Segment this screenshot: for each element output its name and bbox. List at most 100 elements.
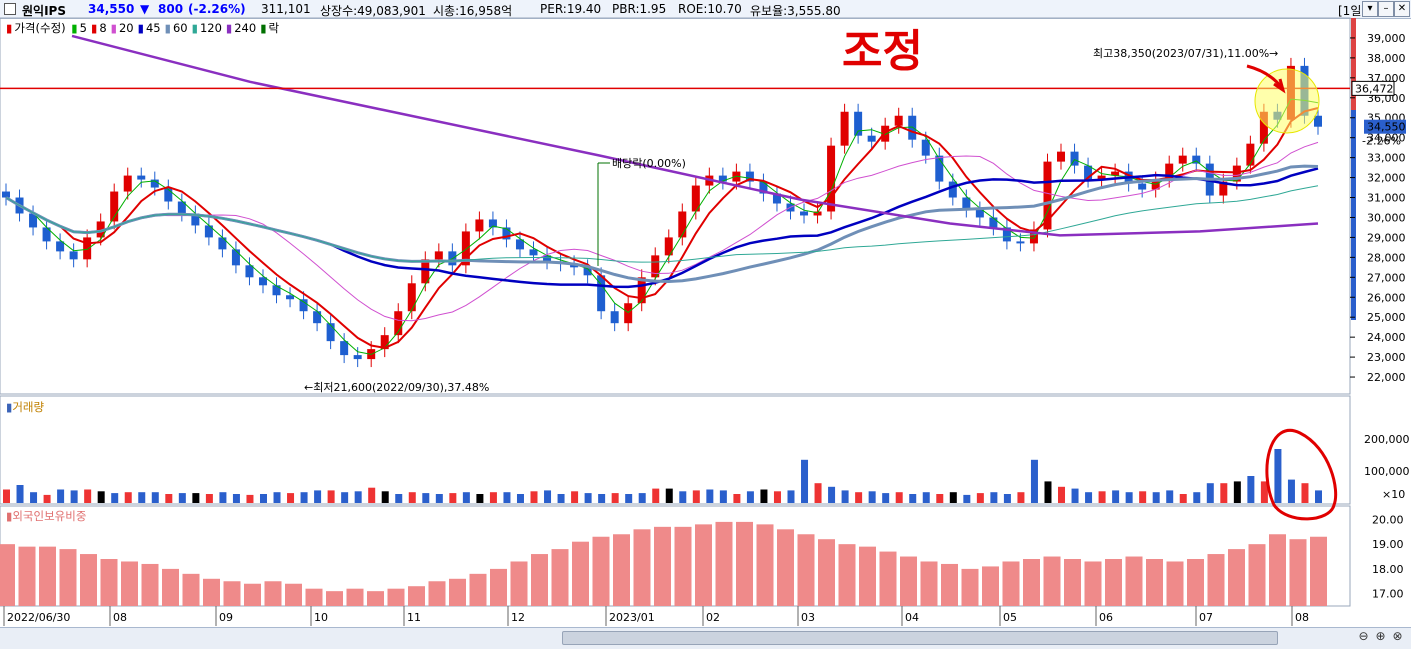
candle: [96, 221, 105, 238]
volume-bar: [1193, 492, 1201, 503]
candle: [258, 277, 267, 286]
volume-bar: [692, 490, 700, 503]
last-change-label: -2.26%: [1362, 135, 1401, 148]
candle: [678, 211, 687, 238]
foreign-ratio-bar: [797, 534, 815, 606]
foreign-ratio-bar: [1105, 559, 1122, 606]
volume-bar: [381, 491, 389, 503]
foreign-ratio-bar: [203, 578, 220, 606]
minimize-button[interactable]: –: [1378, 1, 1394, 17]
candle: [407, 283, 416, 312]
foreign-ratio-bar: [654, 526, 671, 606]
candle: [326, 323, 335, 342]
candle: [421, 259, 430, 284]
foreign-ratio-bar: [1146, 559, 1163, 606]
y-tick-label: 30,000: [1367, 211, 1406, 224]
candle: [908, 115, 917, 140]
candle: [434, 251, 443, 260]
volume-bar: [314, 490, 322, 503]
candle: [989, 217, 998, 228]
x-tick-label: 05: [1003, 611, 1017, 624]
volume-bar: [895, 492, 903, 503]
candle: [380, 335, 389, 350]
foreign-ratio-bar: [900, 556, 917, 606]
foreign-ratio-bar: [162, 568, 179, 606]
market-cap: 시총:16,958억: [433, 4, 513, 18]
volume-bar: [584, 493, 592, 503]
volume-bar: [449, 493, 457, 503]
roe-value: ROE:10.70: [678, 2, 742, 16]
candle: [123, 175, 132, 192]
volume-bar: [205, 494, 213, 503]
dropdown-button[interactable]: ▾: [1362, 1, 1378, 17]
handwritten-circle: [1265, 429, 1338, 521]
legend-item-7: ▮ 락: [260, 21, 280, 35]
zoom-in-icon[interactable]: ⊕: [1375, 629, 1386, 643]
foreign-ratio-bar: [1064, 559, 1081, 606]
zoom-out-icon[interactable]: ⊖: [1358, 629, 1369, 643]
volume-bar: [97, 491, 105, 503]
foreign-ratio-bar: [1269, 534, 1286, 606]
foreign-ratio-bar: [838, 544, 856, 606]
foreign-ratio-bar: [39, 546, 56, 606]
price-change-pct: (-2.26%): [188, 2, 246, 16]
candle: [1097, 175, 1106, 180]
legend-item-6: ▮ 240: [225, 21, 257, 35]
y-tick-label: 28,000: [1367, 251, 1406, 264]
price-pane-frame: [0, 17, 1351, 395]
volume-bar: [841, 490, 849, 503]
candle: [867, 135, 876, 142]
foreign-ratio-bar: [387, 588, 405, 606]
horizontal-scrollbar[interactable]: [562, 631, 1278, 645]
candle: [1246, 143, 1255, 166]
candle: [245, 265, 254, 278]
volume-bar: [138, 492, 146, 503]
foreign-ratio-bar: [1023, 559, 1040, 606]
candle: [83, 237, 92, 260]
foreign-ratio-bar: [121, 561, 138, 606]
foreign-ratio-bar: [469, 573, 487, 606]
low-annotation: ←최저21,600(2022/09/30),37.48%: [304, 381, 489, 394]
legend-item-0: ▮ 5: [71, 21, 87, 35]
x-tick-label: 07: [1199, 611, 1213, 624]
volume-bar: [1044, 481, 1052, 503]
last-price-box: [1364, 119, 1406, 134]
ma-line-5: [5, 185, 1319, 263]
volume-bar: [1017, 492, 1025, 503]
volume-bar: [990, 492, 998, 503]
y-tick-label: 25,000: [1367, 311, 1406, 324]
candle: [1070, 151, 1079, 166]
volume-bar: [733, 494, 741, 503]
candle: [854, 111, 863, 136]
zoom-reset-icon[interactable]: ⊗: [1392, 629, 1403, 643]
volume-bar: [1260, 481, 1268, 503]
volume-bar: [219, 492, 227, 503]
reserve-ratio: 유보율:3,555.80: [750, 4, 841, 18]
y-tick-label: 22,000: [1367, 371, 1406, 384]
handwritten-arrow-icon: [1246, 64, 1284, 89]
volume-bar: [625, 494, 633, 503]
foreign-ratio-bar: [572, 541, 589, 606]
period-button[interactable]: [1일]: [1338, 4, 1367, 18]
legend-item-3: ▮ 45: [137, 21, 161, 35]
volume-bar: [976, 493, 984, 503]
volume-bar: [43, 494, 51, 503]
candle: [975, 209, 984, 218]
y-tick-label: 23,000: [1367, 351, 1406, 364]
foreign-ratio-bar: [1248, 544, 1266, 606]
close-button[interactable]: ✕: [1394, 1, 1410, 17]
foreign-ratio-bar: [818, 539, 835, 606]
candle: [286, 295, 295, 300]
volume-bar: [1287, 479, 1295, 503]
select-checkbox[interactable]: [4, 3, 16, 15]
crosshair-value: 36,472: [1355, 82, 1394, 95]
volume-bar: [1301, 483, 1309, 503]
foreign-ratio-bar: [1084, 561, 1102, 606]
foreign-ratio-bar: [1187, 559, 1204, 606]
candle: [69, 251, 78, 260]
ma-legend: ▮ 가격(수정) ▮ 5 ▮ 8 ▮ 20 ▮ 45 ▮ 60 ▮ 120 ▮ 240 ▮ 락: [6, 20, 285, 36]
volume-bar: [516, 494, 524, 503]
foreign-ratio-bar: [1002, 561, 1020, 606]
x-tick-label: 08: [113, 611, 127, 624]
